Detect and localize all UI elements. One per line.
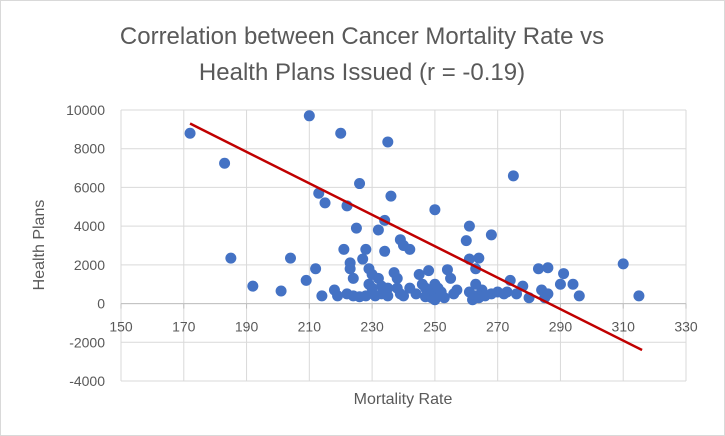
x-tick-label: 150 <box>109 319 133 335</box>
y-tick-label: 2000 <box>74 257 105 273</box>
data-point <box>382 290 394 302</box>
data-point <box>441 264 453 276</box>
gridlines <box>120 109 687 382</box>
data-point <box>398 290 409 302</box>
x-tick-label: 310 <box>612 319 636 335</box>
x-axis-label: Mortality Rate <box>354 391 453 408</box>
y-tick-label: 4000 <box>74 218 105 234</box>
data-point <box>184 127 196 139</box>
data-point <box>404 243 416 255</box>
data-point <box>511 288 522 300</box>
y-tick-label: 6000 <box>74 179 105 195</box>
data-point <box>338 243 350 255</box>
data-point <box>573 290 585 302</box>
data-point <box>360 243 372 255</box>
chart-title-line-1: Correlation between Cancer Mortality Rat… <box>120 23 604 50</box>
data-point <box>247 280 259 292</box>
data-point <box>344 263 356 275</box>
data-point <box>332 290 344 302</box>
x-tick-label: 290 <box>549 319 573 335</box>
data-point <box>350 222 362 234</box>
data-point <box>391 272 403 284</box>
data-point <box>423 265 435 277</box>
data-point <box>360 290 372 302</box>
data-point <box>429 294 441 306</box>
data-point <box>335 127 347 139</box>
data-point <box>463 220 475 232</box>
data-point <box>316 290 328 302</box>
data-point <box>413 269 425 281</box>
data-point <box>347 272 359 284</box>
data-point <box>485 229 497 241</box>
data-point <box>382 136 394 148</box>
data-point <box>554 278 566 290</box>
y-tick-label: -2000 <box>69 334 105 350</box>
x-tick-label: 190 <box>235 319 259 335</box>
data-point <box>410 288 422 300</box>
y-axis-label: Health Plans <box>31 200 48 291</box>
data-point <box>542 262 554 274</box>
data-point <box>354 178 366 190</box>
chart-title-line-2: Health Plans Issued (r = -0.19) <box>199 59 525 86</box>
y-tick-label: -4000 <box>69 373 105 389</box>
data-point <box>357 253 369 265</box>
data-point <box>633 290 645 302</box>
data-point <box>501 286 513 298</box>
data-points <box>184 110 645 306</box>
data-point <box>617 258 629 270</box>
data-point <box>303 110 315 122</box>
data-point <box>460 235 472 247</box>
x-tick-label: 250 <box>423 319 447 335</box>
data-point <box>507 170 519 182</box>
x-tick-label: 270 <box>486 319 510 335</box>
x-tick-label: 170 <box>172 319 196 335</box>
y-tick-label: 10000 <box>66 102 105 118</box>
data-point <box>385 190 397 202</box>
x-tick-label: 210 <box>298 319 322 335</box>
data-point <box>382 282 394 294</box>
data-point <box>473 252 485 264</box>
data-point <box>532 263 544 275</box>
data-point <box>379 245 391 257</box>
x-tick-label: 330 <box>674 319 698 335</box>
data-point <box>310 263 322 275</box>
data-point <box>438 292 450 304</box>
data-point <box>445 272 457 284</box>
data-point <box>451 284 463 296</box>
data-point <box>542 288 554 300</box>
y-tick-labels: -4000 -2000 0 2000 4000 6000 8000 10000 <box>66 102 105 389</box>
x-tick-labels: 150 170 190 210 230 250 270 290 310 330 <box>109 319 698 335</box>
data-point <box>319 197 331 209</box>
trendline <box>189 122 643 352</box>
data-point <box>558 268 570 280</box>
data-point <box>225 252 237 264</box>
data-point <box>372 224 384 236</box>
data-point <box>567 278 579 290</box>
data-point <box>429 204 441 216</box>
y-tick-label: 8000 <box>74 141 105 157</box>
data-point <box>285 252 296 264</box>
data-point <box>300 274 312 286</box>
data-point <box>275 285 287 297</box>
data-point <box>219 157 231 169</box>
y-tick-label: 0 <box>97 296 105 312</box>
x-tick-label: 230 <box>360 319 384 335</box>
